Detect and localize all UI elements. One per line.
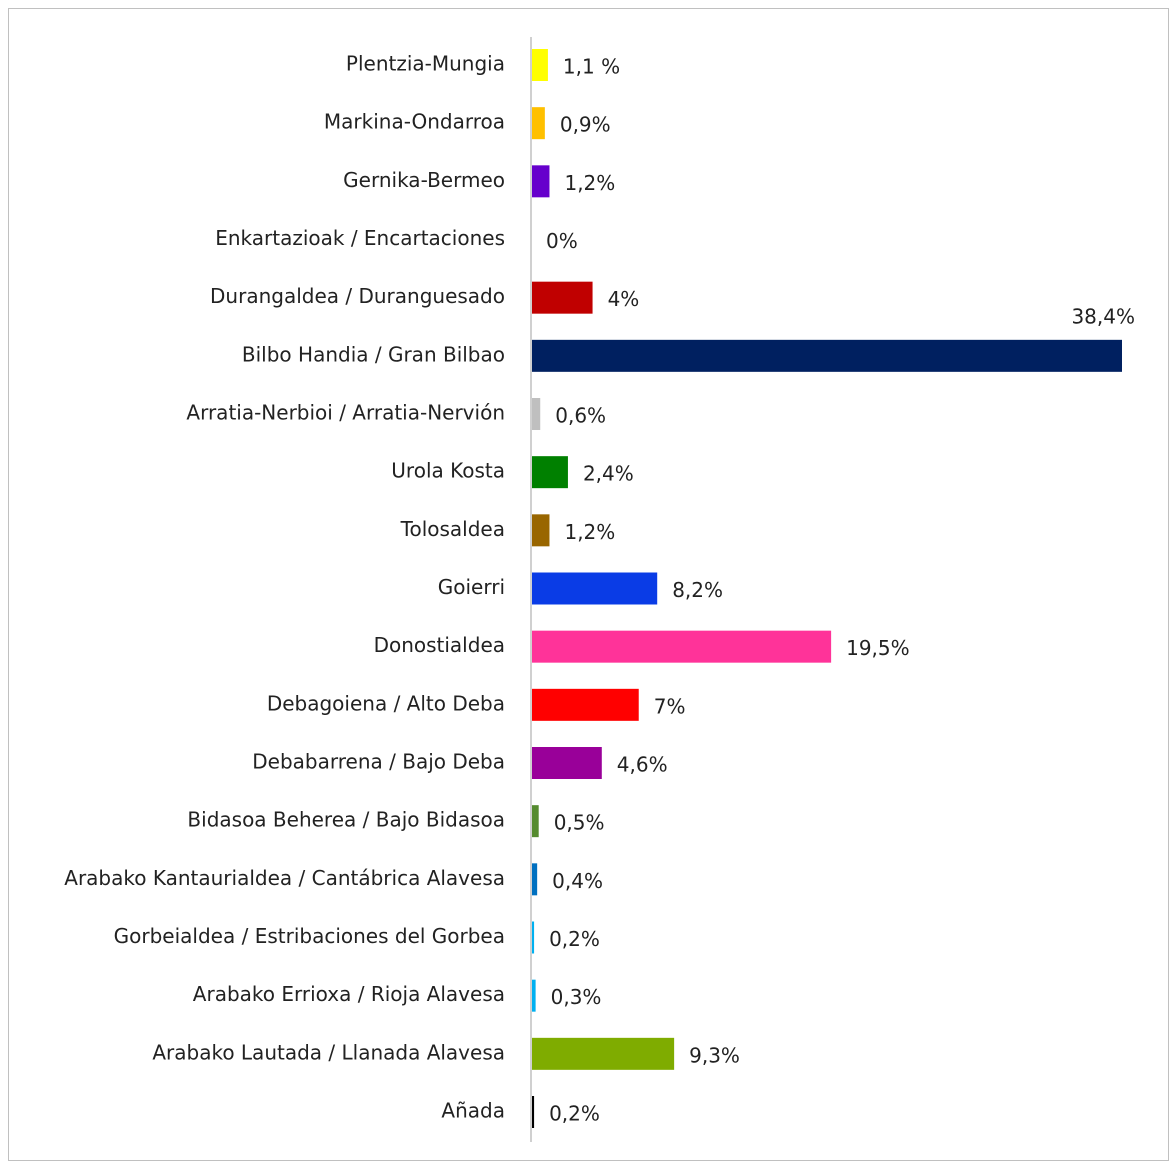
category-label: Tolosaldea <box>400 517 505 541</box>
bar <box>532 165 550 198</box>
bar <box>532 863 538 896</box>
bar <box>532 688 639 721</box>
value-label: 0,2% <box>549 1102 600 1126</box>
bar <box>532 921 535 954</box>
value-label: 0% <box>546 229 578 253</box>
category-label: Gorbeialdea / Estribaciones del Gorbea <box>114 924 505 948</box>
bar <box>532 1037 675 1070</box>
value-label: 4% <box>608 287 640 311</box>
value-label: 1,2% <box>564 171 615 195</box>
value-label: 1,2% <box>564 520 615 544</box>
value-label: 0,9% <box>560 113 611 137</box>
value-label: 19,5% <box>846 636 910 660</box>
value-label: 4,6% <box>617 753 668 777</box>
category-label: Arabako Kantaurialdea / Cantábrica Alave… <box>64 866 505 890</box>
value-label: 38,4% <box>1071 304 1135 328</box>
bar <box>532 107 545 140</box>
bar <box>532 281 593 314</box>
bar <box>532 1096 535 1128</box>
category-label: Gernika-Bermeo <box>343 168 505 192</box>
value-label: 0,4% <box>552 869 603 893</box>
bar <box>532 572 658 605</box>
category-label: Enkartazioak / Encartaciones <box>215 226 505 250</box>
category-label: Bidasoa Beherea / Bajo Bidasoa <box>187 808 505 832</box>
category-label: Arabako Lautada / Llanada Alavesa <box>152 1040 505 1064</box>
bar <box>532 514 550 547</box>
category-label: Arabako Errioxa / Rioja Alavesa <box>193 982 505 1006</box>
bar <box>532 456 568 489</box>
chart-frame <box>8 8 1169 1161</box>
bar <box>532 979 536 1012</box>
category-label: Añada <box>441 1099 505 1123</box>
bar <box>532 805 539 838</box>
value-label: 0,3% <box>551 985 602 1009</box>
value-label: 0,2% <box>549 927 600 951</box>
category-label: Debabarrena / Bajo Deba <box>252 750 505 774</box>
bar <box>532 747 602 779</box>
category-label: Markina-Ondarroa <box>324 110 505 134</box>
value-label: 2,4% <box>583 462 634 486</box>
value-label: 8,2% <box>672 578 723 602</box>
category-label: Donostialdea <box>374 633 505 657</box>
category-label: Debagoiena / Alto Deba <box>267 691 505 715</box>
value-label: 1,1 % <box>563 55 620 79</box>
category-label: Urola Kosta <box>391 459 505 483</box>
value-label: 9,3% <box>689 1043 740 1067</box>
value-label: 0,5% <box>554 811 605 835</box>
bar <box>532 398 541 430</box>
category-label: Bilbo Handia / Gran Bilbao <box>242 342 505 366</box>
bar <box>532 49 548 81</box>
category-label: Goierri <box>438 575 505 599</box>
category-label: Plentzia-Mungia <box>346 52 505 76</box>
bar <box>532 630 832 663</box>
category-label: Arratia-Nerbioi / Arratia-Nervión <box>186 401 505 425</box>
value-label: 7% <box>654 694 686 718</box>
bar <box>532 339 1122 372</box>
category-label: Durangaldea / Duranguesado <box>210 284 505 308</box>
value-label: 0,6% <box>555 404 606 428</box>
